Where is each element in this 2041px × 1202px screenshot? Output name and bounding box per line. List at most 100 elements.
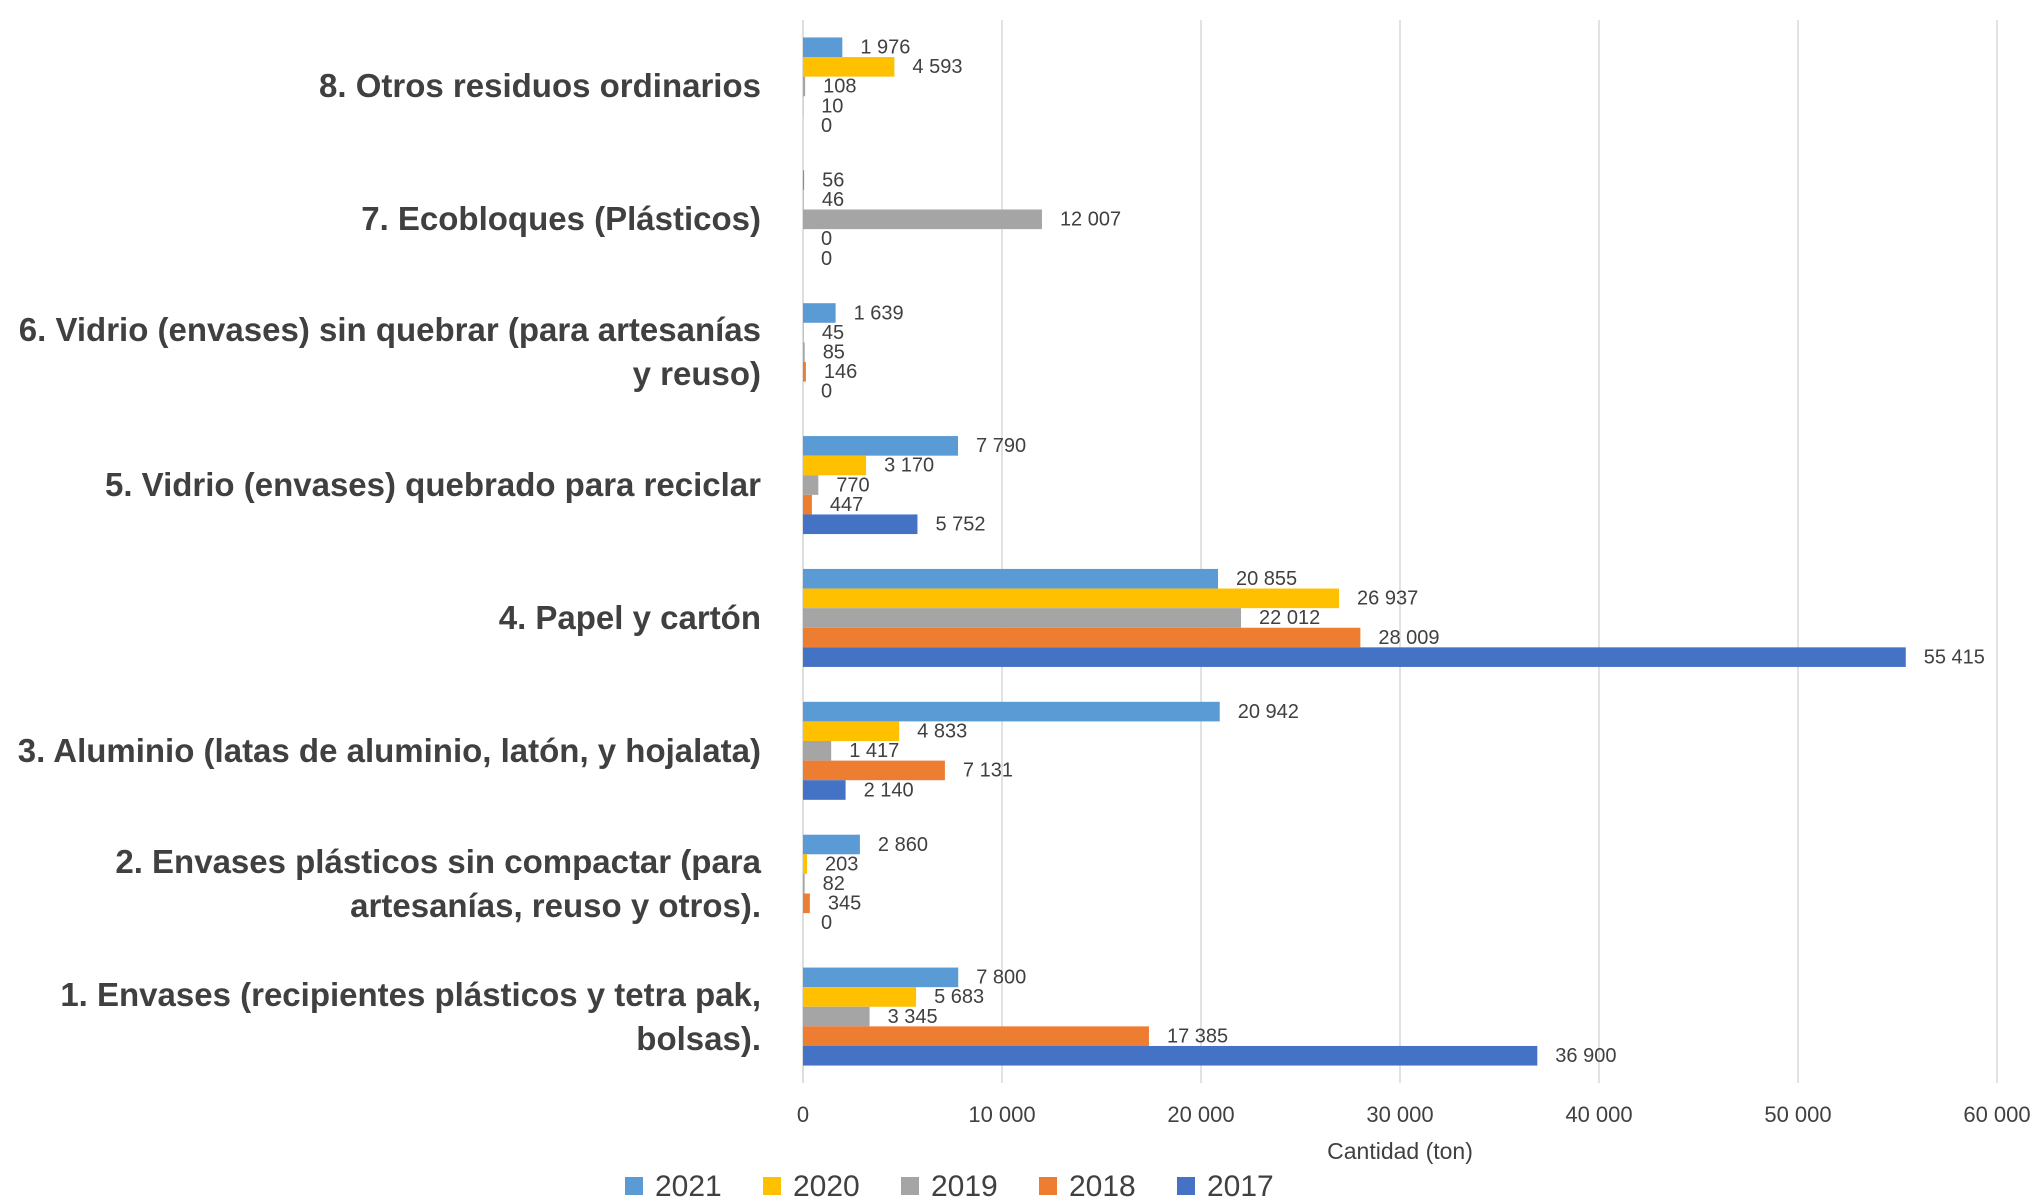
value-label: 0	[821, 381, 832, 403]
bar	[803, 455, 867, 476]
legend-label: 2021	[655, 1170, 722, 1202]
value-label: 1 417	[849, 740, 899, 762]
bar	[803, 854, 808, 874]
value-label: 7 131	[963, 760, 1013, 782]
value-label: 28 009	[1378, 627, 1439, 649]
value-label: 7 800	[976, 967, 1026, 989]
legend-swatch	[625, 1177, 643, 1195]
x-tick-label: 20 000	[1167, 1102, 1234, 1127]
value-label: 0	[821, 912, 832, 934]
x-tick-label: 10 000	[968, 1102, 1035, 1127]
value-label: 770	[836, 474, 869, 496]
bar	[803, 494, 812, 515]
value-label: 4 593	[912, 56, 962, 78]
bar	[803, 1026, 1149, 1046]
value-label: 46	[822, 189, 844, 211]
value-label: 45	[822, 322, 844, 344]
value-label: 17 385	[1167, 1025, 1228, 1047]
y-tick-label: 5. Vidrio (envases) quebrado para recicl…	[104, 466, 761, 504]
value-label: 55 415	[1924, 646, 1985, 668]
x-tick-label: 0	[797, 1102, 809, 1127]
value-label: 146	[824, 361, 857, 383]
value-label: 22 012	[1259, 607, 1320, 629]
bar	[803, 834, 860, 855]
value-label: 3 345	[888, 1006, 938, 1028]
bar	[803, 647, 1906, 667]
bar	[803, 1006, 870, 1027]
legend-swatch	[901, 1177, 919, 1195]
value-label: 20 855	[1236, 568, 1297, 590]
bar	[803, 967, 959, 988]
value-label: 0	[821, 115, 832, 137]
bar	[803, 361, 806, 382]
bar	[803, 987, 917, 1007]
value-label: 82	[823, 873, 845, 895]
value-label: 447	[830, 494, 863, 516]
bar	[803, 760, 945, 781]
bar	[803, 608, 1242, 628]
x-tick-label: 60 000	[1963, 1102, 2030, 1127]
value-label: 0	[821, 228, 832, 250]
bar	[803, 701, 1220, 722]
y-tick-label: 3. Aluminio (latas de aluminio, latón, y…	[17, 731, 761, 769]
value-label: 1 639	[854, 302, 904, 324]
value-label: 26 937	[1357, 588, 1418, 610]
value-label: 203	[825, 853, 858, 875]
bar	[803, 893, 810, 914]
value-label: 2 140	[864, 779, 914, 801]
bar	[803, 588, 1340, 609]
value-label: 36 900	[1555, 1045, 1616, 1067]
bar	[803, 189, 804, 210]
value-label: 5 752	[935, 514, 985, 536]
bar	[803, 76, 806, 97]
legend-label: 2018	[1069, 1170, 1136, 1202]
bar	[803, 873, 805, 894]
bar	[803, 627, 1361, 648]
bar	[803, 475, 819, 495]
legend-swatch	[763, 1177, 781, 1195]
bar	[803, 342, 805, 362]
legend-label: 2019	[931, 1170, 998, 1202]
x-tick-label: 30 000	[1366, 1102, 1433, 1127]
legend-label: 2020	[793, 1170, 860, 1202]
x-axis-title: Cantidad (ton)	[1327, 1138, 1473, 1164]
value-label: 85	[823, 341, 845, 363]
bar	[803, 170, 805, 190]
value-label: 20 942	[1238, 701, 1299, 723]
bar	[803, 741, 832, 761]
bar	[803, 57, 895, 77]
value-label: 1 976	[860, 37, 910, 59]
value-label: 7 790	[976, 435, 1026, 457]
y-tick-label: 7. Ecobloques (Plásticos)	[361, 200, 761, 238]
bar	[803, 436, 959, 456]
value-label: 108	[823, 76, 856, 98]
legend-label: 2017	[1207, 1170, 1274, 1202]
x-tick-label: 40 000	[1565, 1102, 1632, 1127]
value-label: 56	[822, 169, 844, 191]
bar	[803, 303, 836, 323]
y-tick-label: 8. Otros residuos ordinarios	[319, 67, 761, 105]
value-label: 345	[828, 893, 861, 915]
bar	[803, 780, 846, 800]
value-label: 5 683	[934, 986, 984, 1008]
bar	[803, 322, 804, 343]
bar	[803, 721, 900, 742]
y-tick-label: 1. Envases (recipientes plásticos y tetr…	[60, 975, 761, 1057]
bar	[803, 568, 1219, 589]
bar	[803, 209, 1042, 230]
value-label: 10	[821, 95, 843, 117]
bar	[803, 1045, 1538, 1066]
x-tick-label: 50 000	[1764, 1102, 1831, 1127]
value-label: 2 860	[878, 834, 928, 856]
bar	[803, 37, 843, 58]
legend-swatch	[1177, 1177, 1195, 1195]
value-label: 3 170	[884, 455, 934, 477]
y-tick-label: 6. Vidrio (envases) sin quebrar (para ar…	[18, 311, 761, 393]
legend-swatch	[1039, 1177, 1057, 1195]
y-tick-label: 2. Envases plásticos sin compactar (para…	[115, 842, 761, 924]
y-tick-label: 4. Papel y cartón	[498, 598, 761, 636]
bar	[803, 514, 918, 535]
value-label: 12 007	[1060, 209, 1121, 231]
